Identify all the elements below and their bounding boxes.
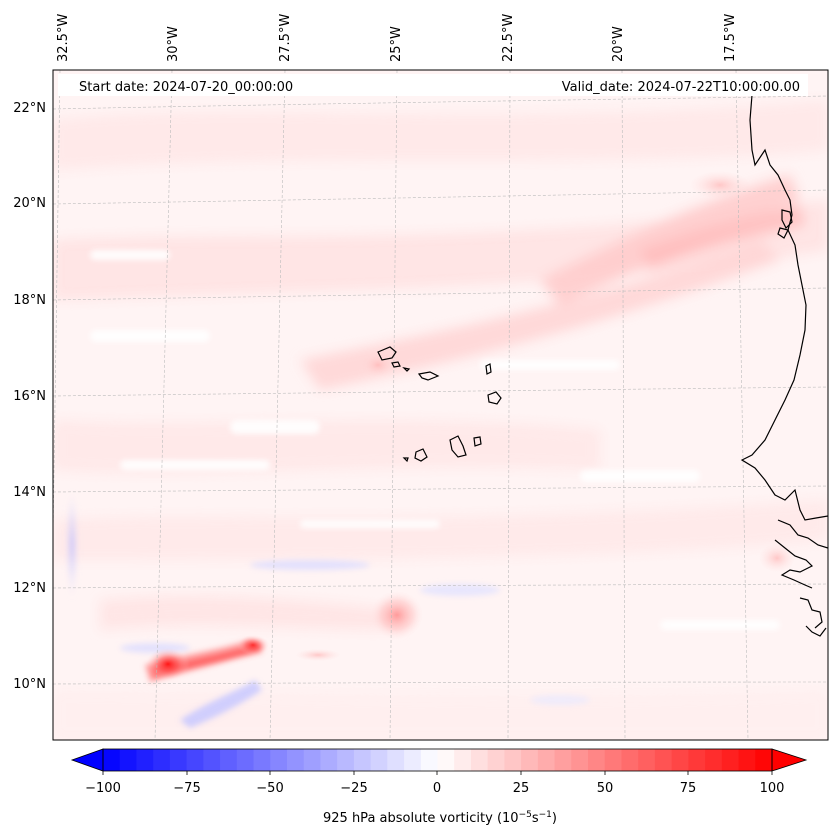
lon-label: 32.5°W bbox=[56, 14, 71, 62]
colorbar-cell bbox=[738, 749, 756, 771]
colorbar-ticks bbox=[102, 771, 773, 775]
colorbar-cell bbox=[136, 749, 154, 771]
lon-label: 27.5°W bbox=[278, 14, 293, 62]
colorbar-tick-label: 50 bbox=[597, 781, 614, 796]
lat-label: 12°N bbox=[13, 581, 46, 596]
latitude-labels: 22°N 20°N 18°N 16°N 14°N 12°N 10°N bbox=[13, 101, 46, 692]
colorbar-cell bbox=[470, 749, 489, 771]
colorbar-cell bbox=[504, 749, 522, 771]
colorbar-cell bbox=[203, 749, 221, 771]
lat-label: 20°N bbox=[13, 196, 46, 211]
colorbar-cell bbox=[705, 749, 723, 771]
colorbar-cell bbox=[387, 749, 405, 771]
colorbar-cells bbox=[103, 749, 773, 771]
colorbar-cell bbox=[654, 749, 673, 771]
colorbar-cell bbox=[270, 749, 288, 771]
colorbar-cell bbox=[404, 749, 422, 771]
map-frame bbox=[52, 69, 829, 741]
lon-label: 25°W bbox=[389, 26, 404, 62]
colorbar-cell bbox=[220, 749, 238, 771]
colorbar-extend-min bbox=[70, 748, 104, 772]
colorbar-cell bbox=[153, 749, 171, 771]
colorbar-cell bbox=[755, 749, 773, 771]
colorbar-extend-max bbox=[771, 748, 808, 772]
lat-label: 22°N bbox=[13, 101, 46, 116]
cape-verde-islands bbox=[377, 346, 502, 463]
colorbar-tick-label: −75 bbox=[173, 781, 200, 796]
colorbar-tick-label: 100 bbox=[760, 781, 785, 796]
date-header-box bbox=[58, 74, 808, 96]
colorbar-cell bbox=[253, 749, 271, 771]
coastlines bbox=[740, 94, 828, 637]
colorbar-cell bbox=[688, 749, 706, 771]
colorbar-frame bbox=[102, 748, 773, 772]
lon-label: 20°W bbox=[611, 26, 626, 62]
colorbar-cell bbox=[103, 749, 121, 771]
colorbar-tick-label: 0 bbox=[433, 781, 441, 796]
longitude-labels: 32.5°W 30°W 27.5°W 25°W 22.5°W 20°W 17.5… bbox=[56, 14, 738, 62]
colorbar-cell bbox=[236, 749, 255, 771]
start-date-label: Start date: 2024-07-20_00:00:00 bbox=[79, 80, 293, 95]
lat-label: 10°N bbox=[13, 677, 46, 692]
colorbar-tick-label: −100 bbox=[85, 781, 121, 796]
colorbar-cell bbox=[588, 749, 606, 771]
colorbar-cell bbox=[604, 749, 623, 771]
vorticity-field bbox=[53, 70, 828, 740]
colorbar-cell bbox=[454, 749, 472, 771]
lat-label: 14°N bbox=[13, 485, 46, 500]
colorbar-cell bbox=[420, 749, 439, 771]
colorbar-cell bbox=[437, 749, 455, 771]
lon-label: 22.5°W bbox=[501, 14, 516, 62]
colorbar-cell bbox=[186, 749, 204, 771]
colorbar-cell bbox=[286, 749, 305, 771]
colorbar-cell bbox=[119, 749, 138, 771]
colorbar-cell bbox=[621, 749, 639, 771]
colorbar-tick-label: 25 bbox=[513, 781, 530, 796]
lon-label: 30°W bbox=[166, 26, 181, 62]
colorbar-cell bbox=[303, 749, 322, 771]
colorbar-cell bbox=[537, 749, 556, 771]
colorbar-cell bbox=[554, 749, 572, 771]
lat-label: 16°N bbox=[13, 389, 46, 404]
lat-label: 18°N bbox=[13, 293, 46, 308]
valid-date-label: Valid_date: 2024-07-22T10:00:00.00 bbox=[562, 80, 800, 95]
graticule bbox=[53, 70, 828, 740]
colorbar-cell bbox=[353, 749, 372, 771]
colorbar-cell bbox=[571, 749, 589, 771]
colorbar-cell bbox=[169, 749, 188, 771]
colorbar-cell bbox=[320, 749, 338, 771]
lon-label: 17.5°W bbox=[723, 14, 738, 62]
colorbar-cell bbox=[337, 749, 355, 771]
colorbar-cell bbox=[671, 749, 689, 771]
colorbar-cell bbox=[721, 749, 740, 771]
colorbar-tick-label: 75 bbox=[680, 781, 697, 796]
colorbar-tick-label: −25 bbox=[340, 781, 367, 796]
colorbar-cell bbox=[638, 749, 656, 771]
colorbar-cell bbox=[521, 749, 539, 771]
colorbar-tick-label: −50 bbox=[256, 781, 283, 796]
colorbar-cell bbox=[370, 749, 388, 771]
colorbar-label: 925 hPa absolute vorticity (10−5s−1) bbox=[323, 810, 557, 826]
colorbar-cell bbox=[487, 749, 505, 771]
colorbar: −100 −75 −50 −25 0 25 50 75 100 925 hPa … bbox=[70, 748, 808, 826]
